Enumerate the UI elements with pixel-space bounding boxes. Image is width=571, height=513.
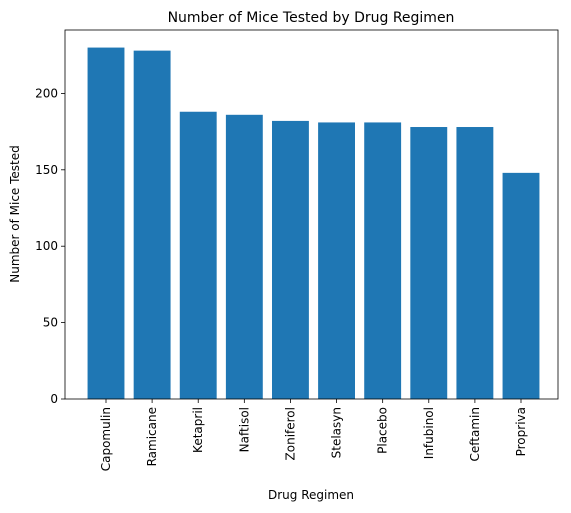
x-axis-label: Drug Regimen	[268, 488, 354, 502]
bar-naftisol	[225, 114, 263, 400]
bar-zoniferol	[272, 120, 309, 399]
x-tick-label: Infubinol	[422, 407, 436, 459]
y-tick-label: 100	[35, 239, 58, 253]
y-tick-label: 200	[35, 86, 58, 100]
x-tick-label: Zoniferol	[283, 407, 297, 460]
x-tick-label: Capomulin	[99, 407, 113, 471]
bar-stelasyn	[318, 122, 355, 399]
x-tick-label: Placebo	[376, 407, 390, 454]
bar-placebo	[364, 122, 402, 399]
x-tick-label: Ramicane	[145, 407, 159, 466]
bar-capomulin	[87, 47, 125, 399]
x-tick-label: Ceftamin	[468, 407, 482, 461]
y-tick-label: 50	[43, 316, 58, 330]
y-axis: 0 50 100 150 200	[35, 86, 65, 406]
y-axis-label: Number of Mice Tested	[8, 145, 22, 283]
x-tick-label: Stelasyn	[330, 407, 344, 458]
x-axis: Capomulin Ramicane Ketapril Naftisol Zonifer…	[99, 399, 528, 471]
y-tick-label: 150	[35, 163, 58, 177]
chart-title: Number of Mice Tested by Drug Regimen	[168, 10, 455, 26]
x-tick-label: Naftisol	[237, 407, 251, 452]
bar-ketapril	[179, 111, 217, 399]
bar-ceftamin	[456, 127, 494, 400]
x-tick-label: Ketapril	[191, 407, 205, 453]
x-tick-label: Propriva	[514, 407, 528, 456]
y-tick-label: 0	[50, 392, 58, 406]
plot-frame	[64, 29, 559, 400]
bar-ramicane	[133, 50, 171, 399]
bar-infubinol	[410, 127, 448, 400]
bar-propriva	[502, 172, 540, 399]
bars-group	[87, 47, 540, 400]
